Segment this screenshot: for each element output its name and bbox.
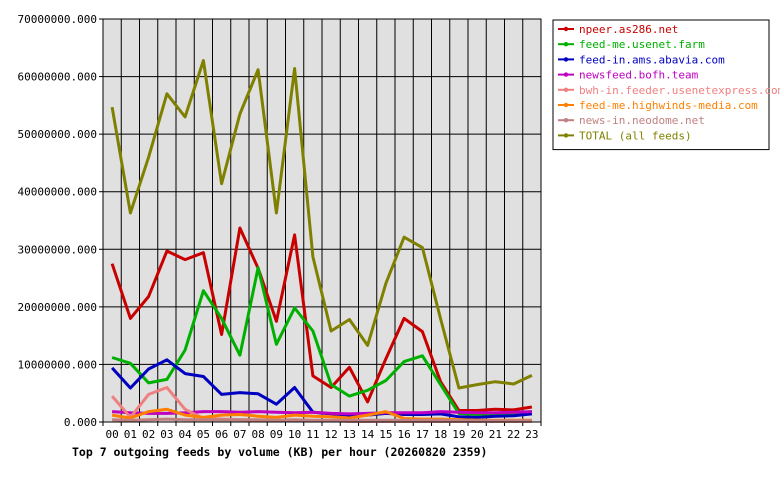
y-tick-label: 30000000.000 xyxy=(18,243,97,256)
plot-border xyxy=(102,18,542,423)
legend-entry-label: bwh-in.feeder.usenetexpress.com xyxy=(579,84,780,97)
x-tick-label: 06 xyxy=(215,428,228,441)
x-tick-label: 16 xyxy=(398,428,411,441)
legend-entry-label: feed-me.usenet.farm xyxy=(579,38,705,51)
series-line-7 xyxy=(110,59,533,390)
x-tick-label: 03 xyxy=(160,428,173,441)
x-tick-label: 01 xyxy=(124,428,137,441)
series-lines xyxy=(110,59,533,423)
y-tick-label: 70000000.000 xyxy=(18,13,97,26)
x-tick-label: 00 xyxy=(106,428,119,441)
legend-marker xyxy=(563,57,569,62)
x-tick-label: 13 xyxy=(343,428,356,441)
x-tick-label: 15 xyxy=(379,428,392,441)
x-axis: 00 01 02 03 04 05 06 07 08 09 10 11 12 13 14 15 16 17 18 19… xyxy=(102,422,542,441)
x-tick-label: 19 xyxy=(452,428,465,441)
legend-marker xyxy=(563,118,569,123)
x-tick-label: 17 xyxy=(416,428,429,441)
legend-marker xyxy=(563,42,569,47)
x-tick-label: 20 xyxy=(471,428,484,441)
x-tick-label: 12 xyxy=(325,428,338,441)
legend-entry-label: feed-me.highwinds-media.com xyxy=(579,99,758,112)
x-tick-label: 18 xyxy=(434,428,447,441)
series-line-0 xyxy=(110,226,533,412)
chart-title: Top 7 outgoing feeds by volume (KB) per … xyxy=(72,445,487,459)
legend-entry-label: npeer.as286.net xyxy=(579,23,678,36)
x-tick-label: 11 xyxy=(306,428,319,441)
y-tick-label: 0.000 xyxy=(64,416,97,429)
legend-entry-label: TOTAL (all feeds) xyxy=(579,129,692,142)
x-tick-label: 14 xyxy=(361,428,375,441)
y-tick-label: 60000000.000 xyxy=(18,71,97,84)
legend-box xyxy=(552,19,770,151)
legend-marker xyxy=(563,26,569,32)
x-tick-label: 05 xyxy=(197,428,210,441)
x-tick-label: 08 xyxy=(252,428,265,441)
y-axis: 0.000 10000000.000 20000000.000 30000000.00… xyxy=(18,13,103,429)
legend-entry-label: news-in.neodome.net xyxy=(579,114,705,127)
legend-entry-label: newsfeed.bofh.team xyxy=(579,69,699,82)
x-tick-label: 10 xyxy=(288,428,301,441)
y-tick-label: 40000000.000 xyxy=(18,186,97,199)
x-tick-label: 04 xyxy=(179,428,193,441)
x-tick-label: 22 xyxy=(507,428,520,441)
legend-marker xyxy=(563,102,569,108)
x-tick-label: 07 xyxy=(233,428,246,441)
y-tick-label: 20000000.000 xyxy=(18,301,97,314)
x-tick-label: 23 xyxy=(525,428,538,441)
x-tick-label: 21 xyxy=(489,428,502,441)
legend-entry-label: feed-in.ams.abavia.com xyxy=(579,53,725,66)
legend-marker xyxy=(563,72,569,77)
legend-marker xyxy=(563,133,569,138)
legend-marker xyxy=(563,87,569,93)
y-tick-label: 50000000.000 xyxy=(18,128,97,141)
x-tick-label: 02 xyxy=(142,428,155,441)
x-tick-label: 09 xyxy=(270,428,283,441)
legend: npeer.as286.net feed-me.usenet.farm feed-i… xyxy=(552,19,780,151)
y-tick-label: 10000000.000 xyxy=(18,358,97,371)
series-line-6 xyxy=(112,417,532,423)
